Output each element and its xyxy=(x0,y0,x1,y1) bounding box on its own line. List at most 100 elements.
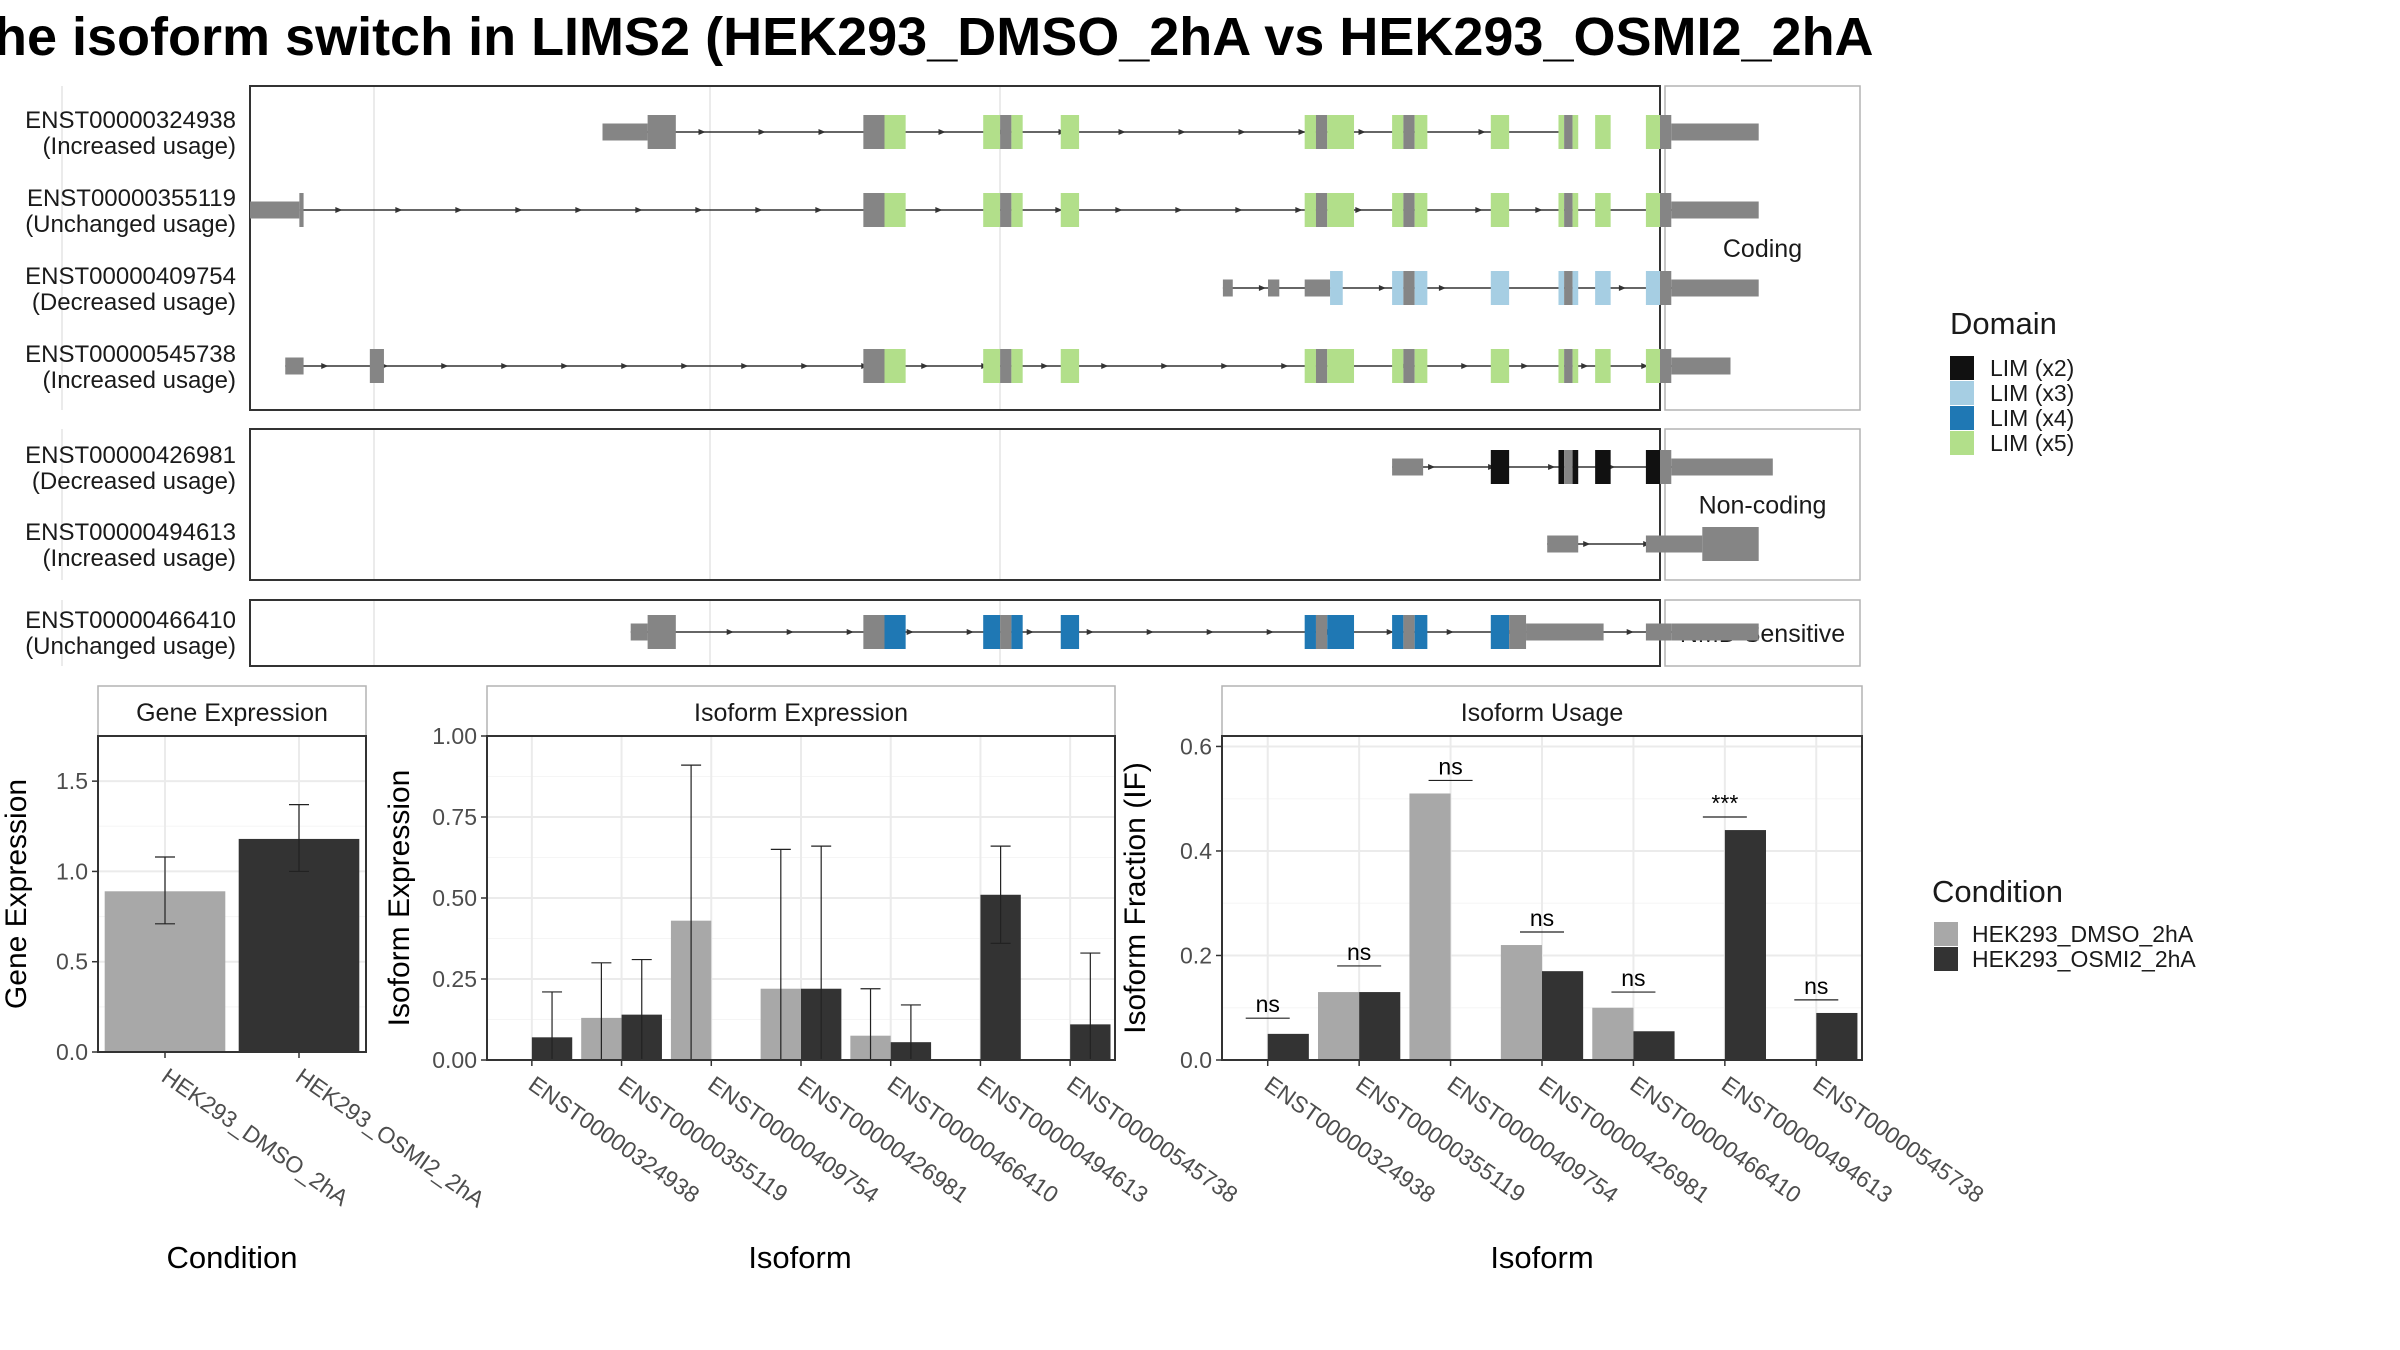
transcript-status-label: (Increased usage) xyxy=(43,545,236,572)
plot-panel-0 xyxy=(97,735,367,1053)
y-tick-label: 0.00 xyxy=(432,1047,477,1073)
coding-exon xyxy=(1000,193,1012,227)
strand-arrow xyxy=(1161,363,1169,369)
coding-exon xyxy=(1564,115,1573,149)
significance-label: ns xyxy=(1804,973,1828,999)
transcript-status-label: (Increased usage) xyxy=(43,133,236,160)
domain-exon xyxy=(1327,193,1355,227)
coding-exon xyxy=(1000,349,1012,383)
coding-exon xyxy=(1564,271,1573,305)
strand-arrow xyxy=(635,207,643,213)
domain-exon xyxy=(1645,349,1660,383)
utr-exon xyxy=(1660,623,1672,641)
domain-exon xyxy=(983,349,1001,383)
domain-exon xyxy=(1392,349,1404,383)
strand-arrow xyxy=(966,629,974,635)
x-tick-label: ENST00000494613 xyxy=(1717,1071,1897,1208)
utr-exon xyxy=(250,201,300,219)
domain-exon xyxy=(1011,349,1023,383)
utr-exon xyxy=(1671,458,1773,476)
strand-arrow xyxy=(815,207,823,213)
condition-legend-label: HEK293_DMSO_2hA xyxy=(1972,921,2194,947)
transcript-id-label: ENST00000409754 xyxy=(25,263,236,290)
strand-arrow xyxy=(1235,207,1243,213)
strand-arrow xyxy=(1641,363,1649,369)
domain-exon xyxy=(1490,115,1510,149)
coding-exon xyxy=(863,615,885,649)
strand-arrow xyxy=(755,207,763,213)
x-axis-title: Condition xyxy=(167,1240,298,1275)
coding-exon xyxy=(1315,193,1328,227)
coding-exon xyxy=(1403,615,1415,649)
y-tick-label: 0.4 xyxy=(1180,838,1212,864)
strand-arrow xyxy=(1221,363,1229,369)
transcript-id-label: ENST00000355119 xyxy=(27,185,236,212)
strand-arrow xyxy=(1386,629,1394,635)
strand-arrow xyxy=(1178,129,1186,135)
coding-exon xyxy=(1660,271,1672,305)
strand-arrow xyxy=(1626,629,1634,635)
x-axis-title: Isoform xyxy=(1490,1240,1593,1275)
domain-exon xyxy=(1414,193,1428,227)
utr-exon xyxy=(285,357,304,375)
domain-exon xyxy=(1558,450,1565,484)
domain-exon xyxy=(1414,615,1428,649)
domain-exon xyxy=(1490,349,1510,383)
domain-exon xyxy=(1645,450,1660,484)
coding-exon xyxy=(1000,115,1012,149)
y-tick-label: 0.50 xyxy=(432,885,477,911)
strand-arrow xyxy=(1355,207,1363,213)
coding-exon xyxy=(863,115,885,149)
domain-exon xyxy=(1595,115,1611,149)
utr-exon xyxy=(1392,458,1424,476)
structure-panel-1 xyxy=(249,428,1661,581)
strand-arrow xyxy=(1521,363,1529,369)
coding-exon xyxy=(1660,450,1672,484)
strand-arrow xyxy=(1295,207,1303,213)
utr-exon xyxy=(1304,279,1331,297)
y-tick-label: 0.2 xyxy=(1180,942,1212,968)
strand-arrow xyxy=(1378,285,1386,291)
transcript-status-label: (Decreased usage) xyxy=(32,468,236,495)
coding-exon xyxy=(1564,193,1573,227)
strand-arrow xyxy=(1086,629,1094,635)
strand-arrow xyxy=(1618,285,1626,291)
facet-strip-1 xyxy=(486,685,1116,737)
strand-arrow xyxy=(801,363,809,369)
condition-legend-swatch xyxy=(1934,922,1958,946)
bar-osmi xyxy=(1633,1031,1675,1060)
significance-label: ns xyxy=(1438,753,1462,779)
domain-exon xyxy=(1060,615,1080,649)
domain-exon xyxy=(1558,115,1565,149)
domain-exon xyxy=(1304,115,1316,149)
utr-exon xyxy=(1268,279,1280,297)
coding-exon xyxy=(1660,349,1672,383)
bar-dmso xyxy=(1592,1007,1634,1060)
facet-title: Isoform Usage xyxy=(1461,699,1624,727)
domain-exon xyxy=(1572,450,1579,484)
domain-exon xyxy=(983,115,1001,149)
x-tick-label: ENST00000409754 xyxy=(1443,1071,1624,1208)
domain-exon xyxy=(884,615,906,649)
domain-exon xyxy=(1572,349,1579,383)
utr-exon xyxy=(1222,279,1233,297)
strand-arrow xyxy=(741,363,749,369)
y-tick-label: 0.5 xyxy=(56,949,88,975)
domain-exon xyxy=(884,349,906,383)
strand-arrow xyxy=(726,629,734,635)
bar-dmso xyxy=(1500,945,1542,1060)
domain-exon xyxy=(1304,615,1316,649)
transcript-id-label: ENST00000494613 xyxy=(25,519,236,546)
y-tick-label: 1.5 xyxy=(56,768,88,794)
strand-arrow xyxy=(698,129,706,135)
y-tick-label: 0.0 xyxy=(1180,1047,1212,1073)
domain-exon xyxy=(1490,450,1510,484)
domain-exon xyxy=(1060,349,1080,383)
domain-exon xyxy=(983,193,1001,227)
strand-arrow xyxy=(1258,285,1266,291)
utr-exon xyxy=(1671,357,1731,375)
domain-exon xyxy=(1392,193,1404,227)
condition-legend-label: HEK293_OSMI2_2hA xyxy=(1972,946,2196,972)
strand-arrow xyxy=(1041,363,1049,369)
